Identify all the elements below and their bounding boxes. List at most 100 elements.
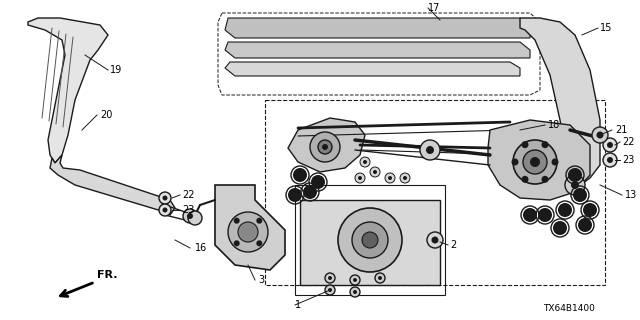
Circle shape bbox=[511, 158, 518, 165]
Circle shape bbox=[318, 140, 332, 154]
Circle shape bbox=[370, 167, 380, 177]
Polygon shape bbox=[225, 18, 530, 38]
Text: 19: 19 bbox=[110, 65, 122, 75]
Text: 17: 17 bbox=[428, 3, 440, 13]
Circle shape bbox=[163, 207, 168, 212]
Text: TX64B1400: TX64B1400 bbox=[543, 304, 595, 313]
Circle shape bbox=[523, 208, 537, 222]
Circle shape bbox=[400, 173, 410, 183]
Circle shape bbox=[522, 176, 529, 183]
Circle shape bbox=[183, 209, 197, 223]
Circle shape bbox=[310, 132, 340, 162]
Circle shape bbox=[607, 157, 613, 163]
Text: 1: 1 bbox=[295, 300, 301, 310]
Circle shape bbox=[375, 273, 385, 283]
Polygon shape bbox=[50, 155, 175, 215]
Circle shape bbox=[360, 157, 370, 167]
Circle shape bbox=[558, 203, 572, 217]
Circle shape bbox=[234, 218, 240, 224]
Circle shape bbox=[571, 181, 579, 189]
Circle shape bbox=[187, 213, 193, 219]
Circle shape bbox=[578, 218, 592, 232]
Circle shape bbox=[420, 140, 440, 160]
Circle shape bbox=[338, 208, 402, 272]
Circle shape bbox=[362, 232, 378, 248]
Polygon shape bbox=[520, 18, 600, 185]
Circle shape bbox=[378, 276, 382, 280]
Circle shape bbox=[238, 222, 258, 242]
Circle shape bbox=[523, 150, 547, 174]
Circle shape bbox=[363, 160, 367, 164]
Circle shape bbox=[311, 175, 325, 189]
Circle shape bbox=[358, 176, 362, 180]
Circle shape bbox=[159, 204, 171, 216]
Circle shape bbox=[530, 157, 540, 167]
Circle shape bbox=[228, 212, 268, 252]
Text: 2: 2 bbox=[450, 240, 456, 250]
Circle shape bbox=[353, 290, 357, 294]
Circle shape bbox=[188, 211, 202, 225]
Circle shape bbox=[426, 146, 434, 154]
Circle shape bbox=[352, 222, 388, 258]
Circle shape bbox=[431, 236, 438, 244]
Polygon shape bbox=[225, 42, 530, 58]
Polygon shape bbox=[28, 18, 108, 163]
Circle shape bbox=[541, 141, 548, 148]
Circle shape bbox=[350, 287, 360, 297]
Circle shape bbox=[427, 232, 443, 248]
Text: 21: 21 bbox=[615, 125, 627, 135]
Circle shape bbox=[373, 170, 377, 174]
Text: FR.: FR. bbox=[97, 270, 118, 280]
Circle shape bbox=[322, 144, 328, 150]
Circle shape bbox=[573, 188, 587, 202]
Circle shape bbox=[513, 140, 557, 184]
Polygon shape bbox=[488, 120, 590, 200]
Bar bbox=[265, 100, 605, 285]
Circle shape bbox=[303, 185, 317, 199]
Circle shape bbox=[234, 240, 240, 246]
Circle shape bbox=[355, 173, 365, 183]
Circle shape bbox=[553, 221, 567, 235]
Circle shape bbox=[522, 141, 529, 148]
Circle shape bbox=[328, 276, 332, 280]
Circle shape bbox=[583, 203, 597, 217]
Circle shape bbox=[328, 288, 332, 292]
Polygon shape bbox=[300, 200, 440, 285]
Text: 22: 22 bbox=[622, 137, 634, 147]
Circle shape bbox=[596, 132, 604, 139]
Polygon shape bbox=[288, 118, 365, 172]
Circle shape bbox=[552, 158, 559, 165]
Polygon shape bbox=[215, 185, 285, 270]
Circle shape bbox=[603, 153, 617, 167]
Text: 23: 23 bbox=[182, 205, 195, 215]
Text: 16: 16 bbox=[195, 243, 207, 253]
Circle shape bbox=[353, 278, 357, 282]
Circle shape bbox=[293, 168, 307, 182]
Circle shape bbox=[385, 173, 395, 183]
Text: 3: 3 bbox=[258, 275, 264, 285]
Circle shape bbox=[592, 127, 608, 143]
Circle shape bbox=[403, 176, 407, 180]
Circle shape bbox=[288, 188, 302, 202]
Circle shape bbox=[603, 138, 617, 152]
Circle shape bbox=[325, 285, 335, 295]
Text: 20: 20 bbox=[100, 110, 113, 120]
Circle shape bbox=[607, 142, 613, 148]
Circle shape bbox=[568, 168, 582, 182]
Circle shape bbox=[565, 175, 585, 195]
Circle shape bbox=[350, 275, 360, 285]
Text: 23: 23 bbox=[622, 155, 634, 165]
Circle shape bbox=[325, 273, 335, 283]
Text: 22: 22 bbox=[182, 190, 195, 200]
Circle shape bbox=[159, 192, 171, 204]
Circle shape bbox=[388, 176, 392, 180]
Circle shape bbox=[163, 196, 168, 201]
Polygon shape bbox=[225, 62, 520, 76]
Circle shape bbox=[256, 218, 262, 224]
Circle shape bbox=[541, 176, 548, 183]
Text: 18: 18 bbox=[548, 120, 560, 130]
Circle shape bbox=[256, 240, 262, 246]
Text: 15: 15 bbox=[600, 23, 612, 33]
Text: 13: 13 bbox=[625, 190, 637, 200]
Circle shape bbox=[538, 208, 552, 222]
